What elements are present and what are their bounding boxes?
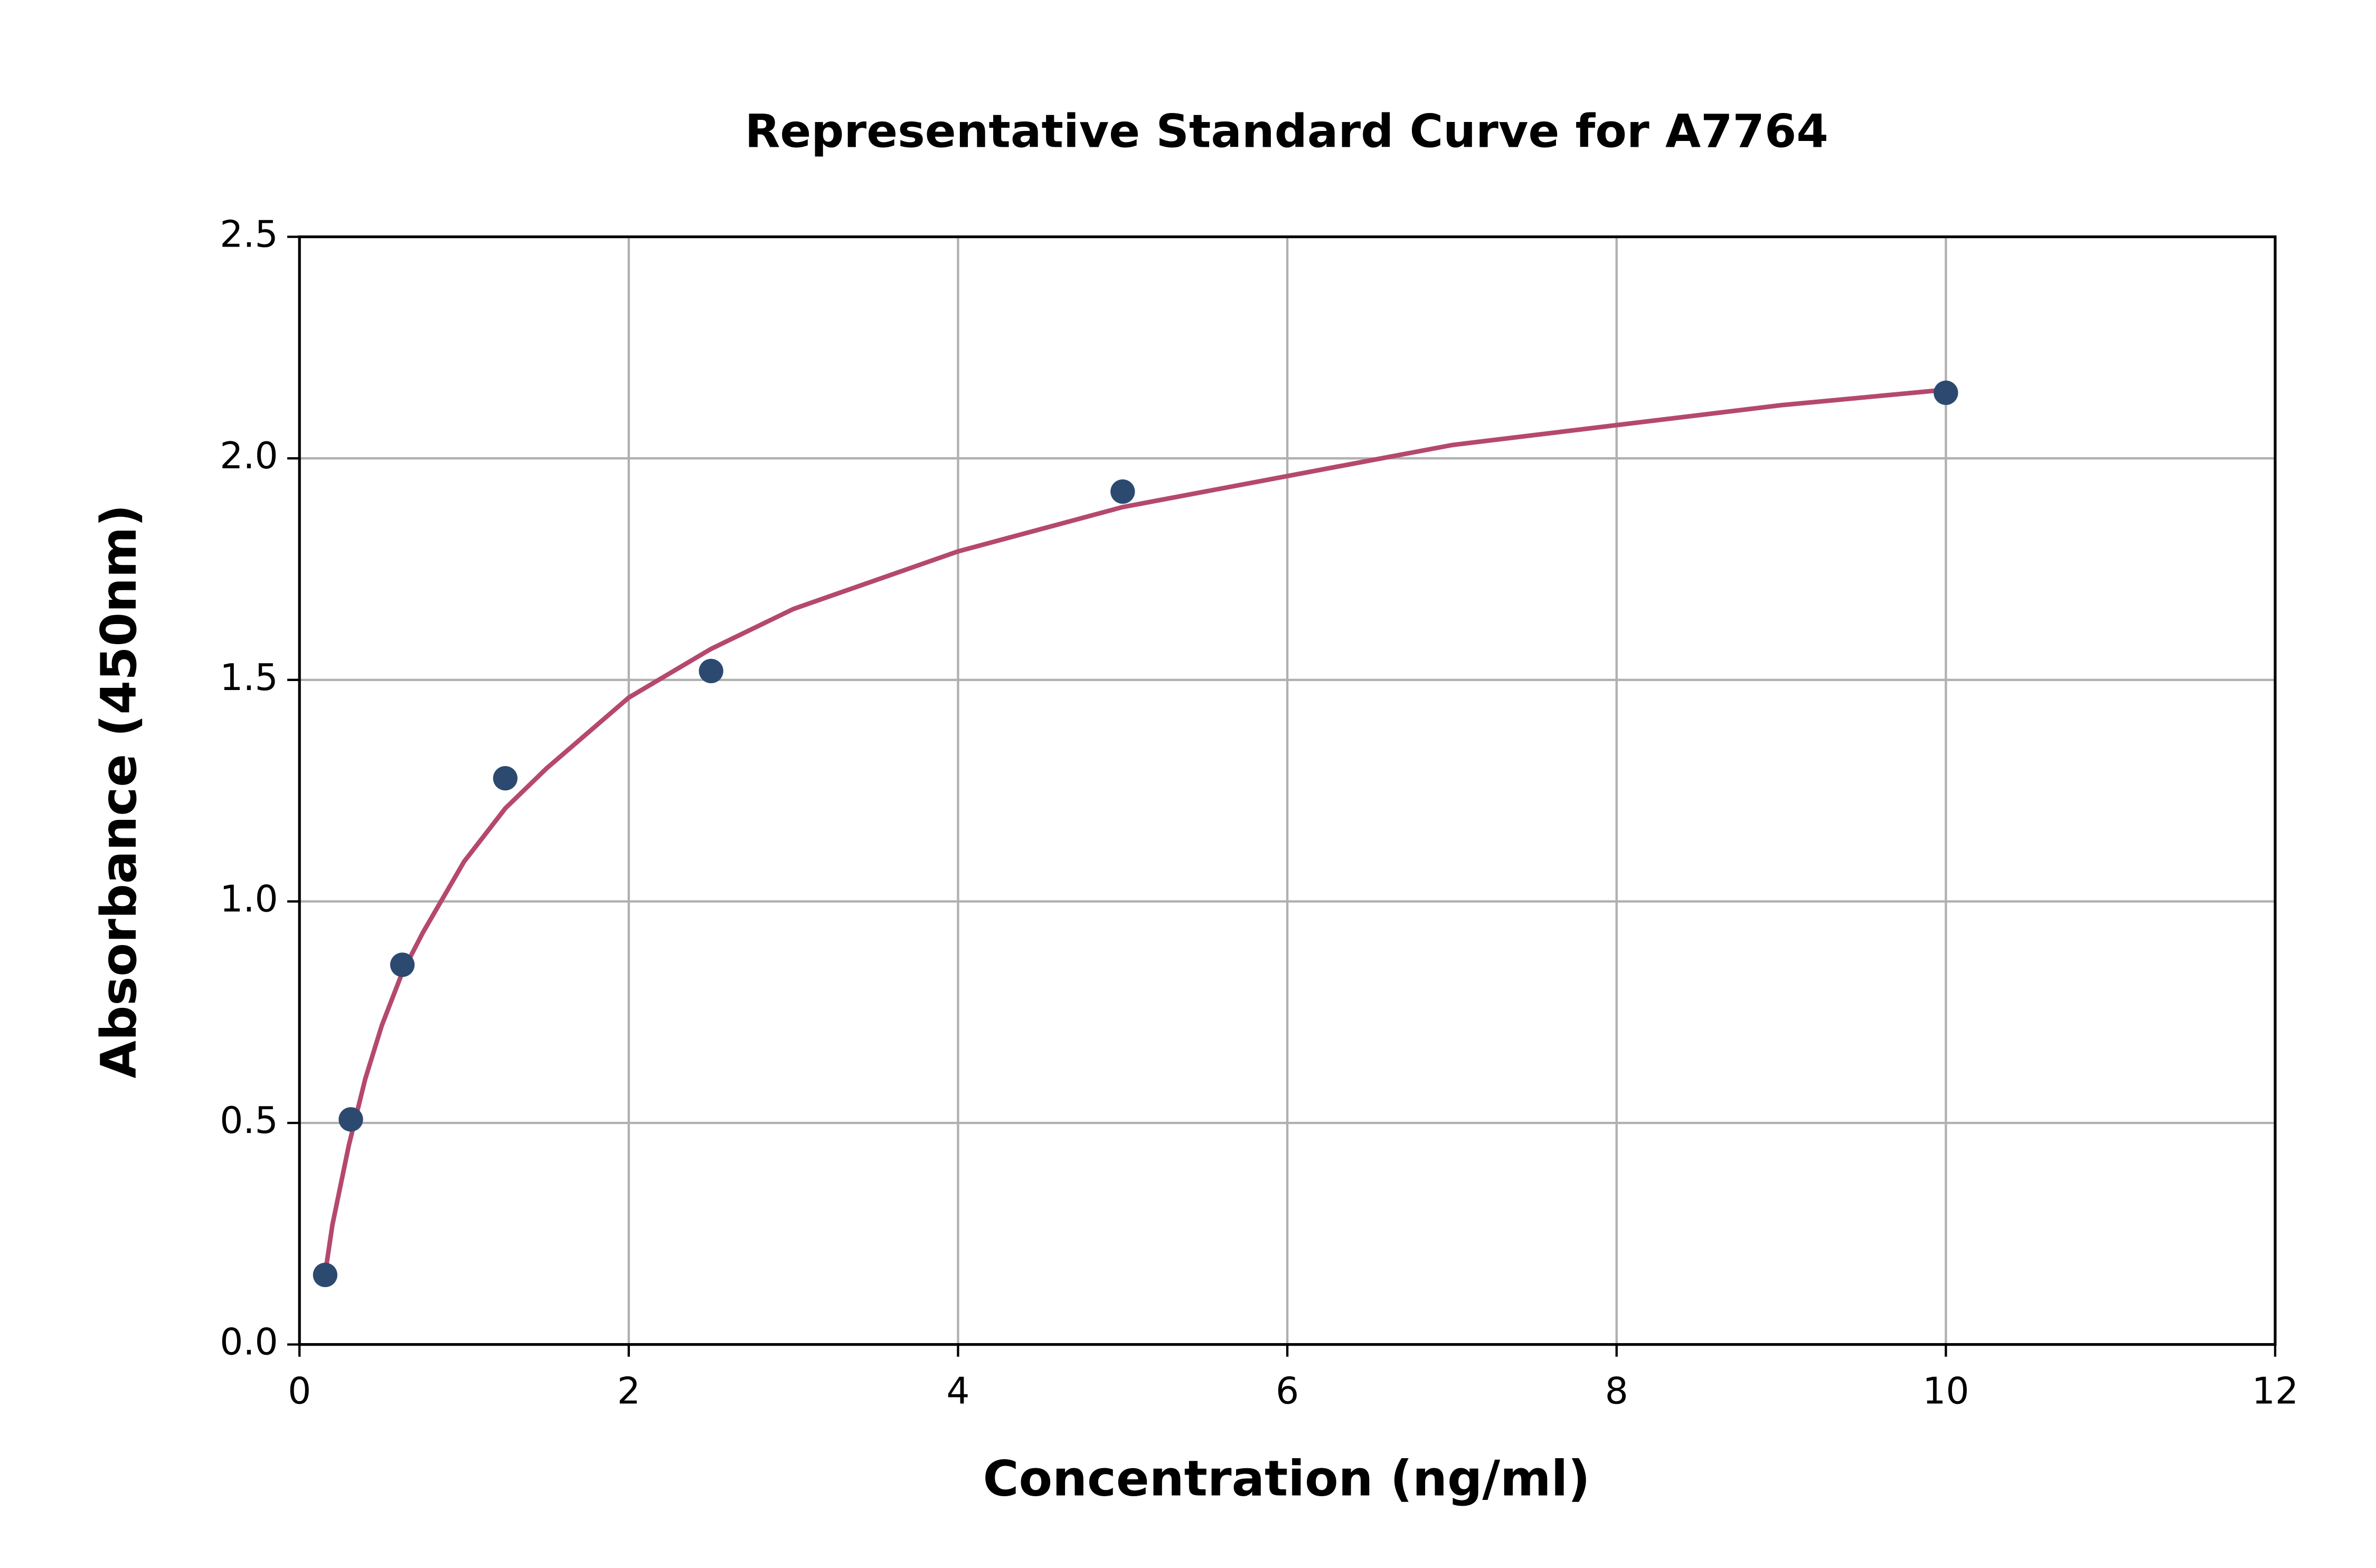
y-tick-label: 1.5 (220, 657, 278, 699)
data-point (313, 1262, 337, 1288)
y-tick-label: 0.5 (220, 1100, 278, 1142)
x-tick-label: 0 (288, 1370, 311, 1412)
x-axis-label: Concentration (ng/ml) (983, 1450, 1590, 1507)
data-point (1110, 479, 1135, 504)
chart-title: Representative Standard Curve for A7764 (745, 105, 1828, 158)
x-tick-label: 10 (1922, 1370, 1969, 1412)
y-tick-label: 2.0 (220, 435, 278, 477)
data-point (390, 952, 415, 977)
fit-curve (323, 387, 1946, 1274)
data-point (493, 766, 518, 791)
data-point (338, 1107, 363, 1132)
data-point (699, 658, 723, 684)
y-tick-label: 1.0 (220, 878, 278, 920)
plot-frame (298, 235, 2277, 1346)
x-tick-label: 12 (2252, 1370, 2298, 1412)
y-axis-label: Absorbance (450nm) (90, 504, 147, 1078)
x-tick-label: 4 (946, 1370, 969, 1412)
y-tick-label: 2.5 (220, 214, 278, 256)
x-tick-label: 8 (1605, 1370, 1628, 1412)
data-point (1934, 380, 1958, 405)
x-tick-label: 6 (1276, 1370, 1299, 1412)
x-tick-label: 2 (617, 1370, 640, 1412)
y-tick-label: 0.0 (220, 1321, 278, 1364)
